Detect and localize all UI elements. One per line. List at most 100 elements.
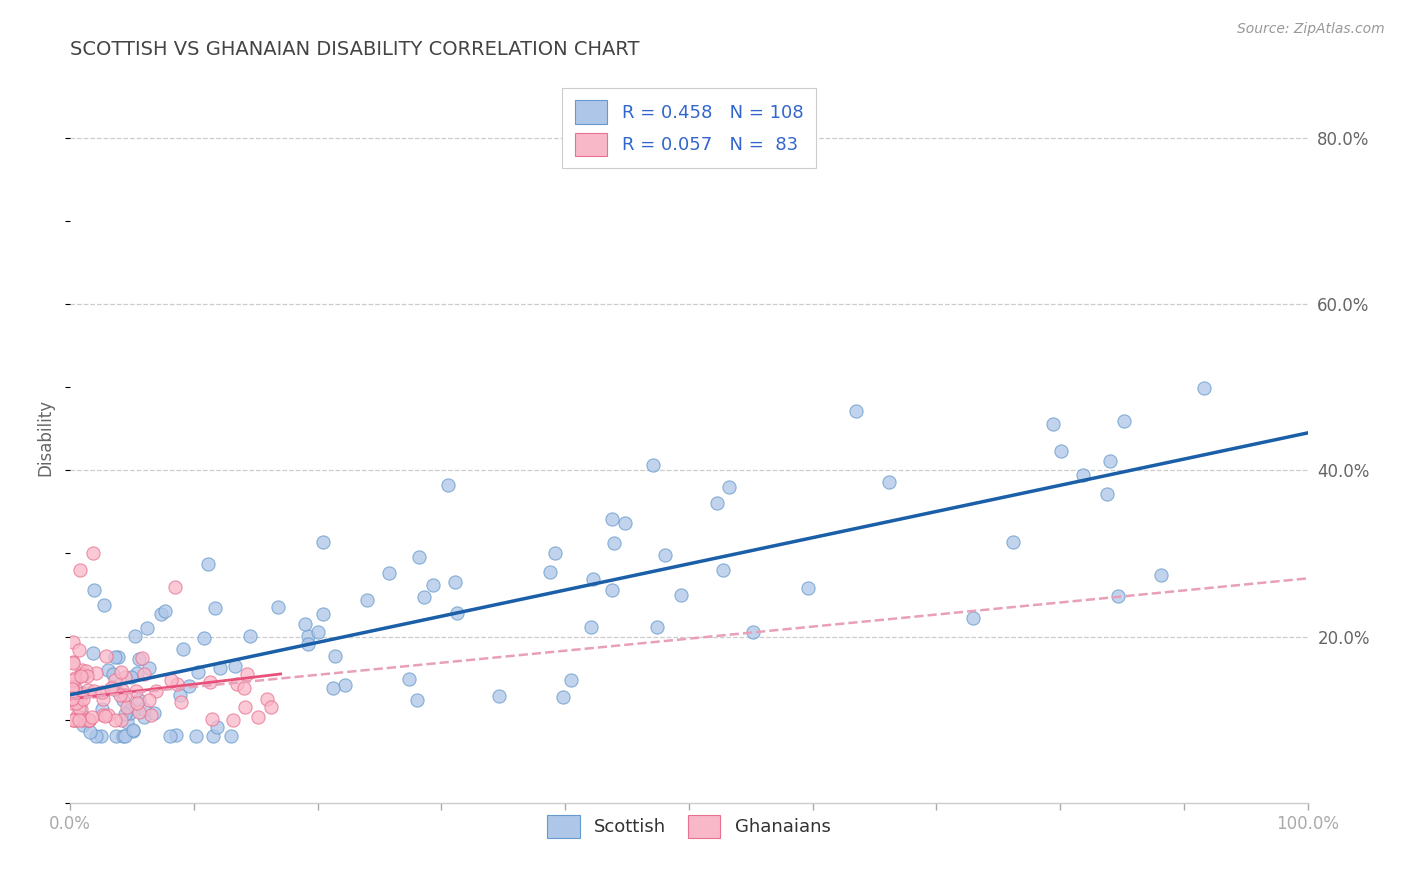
Point bbox=[204, 601, 226, 615]
Point bbox=[103, 666, 125, 681]
Point bbox=[72, 713, 94, 727]
Point bbox=[132, 667, 155, 681]
Point bbox=[444, 574, 467, 589]
Point bbox=[112, 692, 135, 706]
Point bbox=[165, 728, 187, 742]
Point bbox=[100, 681, 122, 695]
Point bbox=[266, 600, 288, 615]
Point bbox=[60, 680, 83, 694]
Point bbox=[75, 664, 97, 678]
Point bbox=[654, 548, 676, 562]
Point bbox=[197, 558, 219, 572]
Point bbox=[72, 691, 94, 706]
Point bbox=[105, 729, 128, 743]
Point bbox=[121, 723, 143, 738]
Point bbox=[294, 617, 316, 632]
Point bbox=[153, 605, 176, 619]
Point bbox=[145, 683, 167, 698]
Point bbox=[135, 621, 157, 635]
Point bbox=[706, 496, 728, 510]
Point bbox=[72, 718, 94, 732]
Point bbox=[63, 713, 86, 727]
Point bbox=[110, 665, 132, 680]
Point bbox=[114, 729, 136, 743]
Point bbox=[93, 598, 115, 612]
Point bbox=[128, 693, 150, 707]
Point bbox=[105, 682, 128, 697]
Point bbox=[62, 656, 84, 670]
Point bbox=[111, 683, 134, 698]
Point bbox=[560, 673, 582, 687]
Point bbox=[72, 667, 94, 681]
Point bbox=[226, 676, 249, 690]
Point bbox=[641, 458, 664, 473]
Point bbox=[143, 706, 166, 720]
Point bbox=[1194, 381, 1216, 395]
Point bbox=[1112, 414, 1135, 428]
Point bbox=[120, 670, 142, 684]
Point bbox=[645, 620, 668, 634]
Point bbox=[62, 655, 84, 669]
Point bbox=[69, 563, 91, 577]
Point bbox=[84, 729, 107, 743]
Point bbox=[446, 607, 468, 621]
Point bbox=[159, 729, 181, 743]
Point bbox=[139, 708, 162, 723]
Point bbox=[60, 690, 83, 704]
Text: SCOTTISH VS GHANAIAN DISABILITY CORRELATION CHART: SCOTTISH VS GHANAIAN DISABILITY CORRELAT… bbox=[70, 39, 640, 59]
Point bbox=[488, 689, 510, 703]
Point bbox=[398, 672, 420, 686]
Point bbox=[117, 714, 139, 729]
Point bbox=[72, 686, 94, 700]
Point bbox=[221, 729, 243, 743]
Point bbox=[72, 713, 94, 727]
Point bbox=[97, 664, 120, 678]
Point bbox=[65, 696, 87, 710]
Point bbox=[205, 720, 228, 734]
Point bbox=[256, 692, 278, 706]
Point bbox=[62, 673, 84, 688]
Point bbox=[543, 546, 565, 560]
Point bbox=[62, 634, 84, 648]
Point bbox=[104, 649, 127, 664]
Point bbox=[408, 550, 430, 565]
Point bbox=[110, 688, 132, 702]
Point bbox=[307, 624, 329, 639]
Point bbox=[127, 666, 149, 681]
Point bbox=[1042, 417, 1064, 431]
Point bbox=[66, 709, 89, 723]
Point bbox=[1107, 589, 1129, 603]
Point bbox=[297, 629, 319, 643]
Point bbox=[94, 709, 117, 723]
Point bbox=[602, 536, 624, 550]
Point bbox=[132, 710, 155, 724]
Point bbox=[83, 582, 105, 597]
Point bbox=[131, 651, 153, 665]
Point bbox=[538, 566, 561, 580]
Point bbox=[60, 692, 83, 706]
Point bbox=[104, 673, 127, 687]
Point bbox=[94, 648, 117, 663]
Point bbox=[63, 689, 86, 703]
Point bbox=[179, 679, 201, 693]
Point bbox=[236, 667, 259, 681]
Point bbox=[76, 683, 98, 698]
Point bbox=[323, 649, 346, 664]
Point bbox=[90, 729, 112, 743]
Point bbox=[70, 663, 93, 677]
Point bbox=[82, 646, 104, 660]
Point bbox=[378, 566, 401, 580]
Point bbox=[150, 607, 173, 622]
Point bbox=[201, 712, 224, 726]
Point bbox=[172, 641, 194, 656]
Point bbox=[742, 625, 765, 640]
Point bbox=[1002, 535, 1025, 549]
Point bbox=[260, 699, 283, 714]
Point bbox=[551, 690, 574, 704]
Point bbox=[62, 713, 84, 727]
Point bbox=[60, 680, 83, 694]
Point bbox=[73, 710, 96, 724]
Text: Source: ZipAtlas.com: Source: ZipAtlas.com bbox=[1237, 22, 1385, 37]
Point bbox=[60, 691, 83, 706]
Point bbox=[83, 684, 105, 698]
